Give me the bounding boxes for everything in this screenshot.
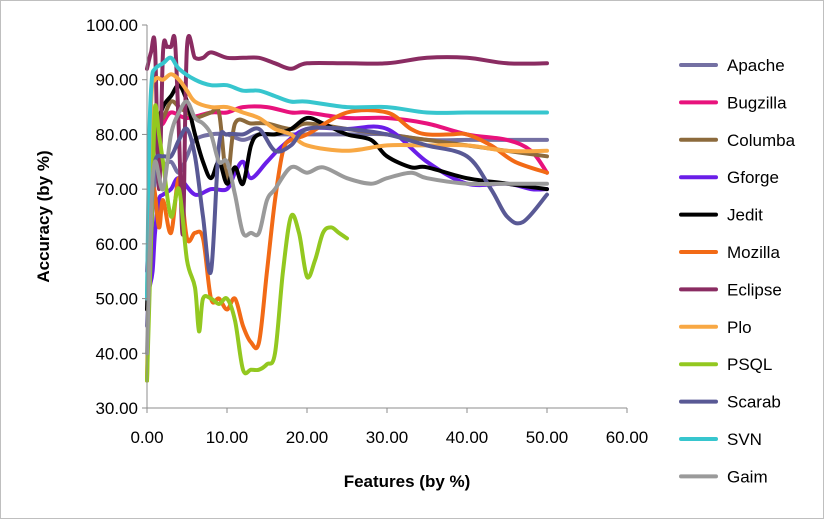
y-tick-label: 30.00 — [95, 399, 138, 418]
series-line-jedit — [145, 83, 549, 312]
y-axis-title: Accuracy (by %) — [34, 150, 53, 282]
legend-label-apache: Apache — [727, 56, 785, 75]
x-axis-title: Features (by %) — [344, 472, 471, 491]
legend-label-svn: SVN — [727, 430, 762, 449]
legend-label-scarab: Scarab — [727, 393, 781, 412]
x-tick-label: 60.00 — [606, 428, 649, 447]
legend-label-bugzilla: Bugzilla — [727, 93, 787, 112]
legend-label-eclipse: Eclipse — [727, 280, 782, 299]
x-tick-label: 20.00 — [286, 428, 329, 447]
series-line-plo — [145, 72, 549, 301]
plot-area — [145, 33, 549, 383]
series-line-gforge — [145, 124, 549, 301]
series-line-mozilla — [145, 108, 549, 383]
legend-label-gforge: Gforge — [727, 168, 779, 187]
x-tick-label: 0.00 — [130, 428, 163, 447]
series-line-gaim — [145, 99, 549, 356]
legend: Apache Bugzilla Columba Gforge Jedit Mozilla E… — [679, 56, 796, 486]
legend-label-jedit: Jedit — [727, 206, 763, 225]
legend-label-gaim: Gaim — [727, 467, 768, 486]
legend-label-mozilla: Mozilla — [727, 243, 780, 262]
series-line-svn — [145, 55, 549, 301]
x-tick-label: 40.00 — [446, 428, 489, 447]
series-line-eclipse — [145, 33, 549, 237]
series-line-psql — [145, 103, 349, 383]
y-tick-label: 50.00 — [95, 290, 138, 309]
axes: Accuracy (by %) Features (by %) 30.00 40.… — [34, 16, 648, 491]
y-tick-label: 70.00 — [95, 180, 138, 199]
y-tick-label: 80.00 — [95, 125, 138, 144]
x-tick-label: 30.00 — [366, 428, 409, 447]
x-tick-label: 10.00 — [206, 428, 249, 447]
y-tick-label: 60.00 — [95, 235, 138, 254]
y-tick-label: 100.00 — [86, 16, 138, 35]
legend-label-columba: Columba — [727, 131, 796, 150]
legend-label-plo: Plo — [727, 318, 752, 337]
y-tick-label: 40.00 — [95, 344, 138, 363]
series-line-scarab — [145, 125, 549, 301]
x-tick-label: 50.00 — [526, 428, 569, 447]
legend-label-psql: PSQL — [727, 355, 772, 374]
y-tick-label: 90.00 — [95, 71, 138, 90]
